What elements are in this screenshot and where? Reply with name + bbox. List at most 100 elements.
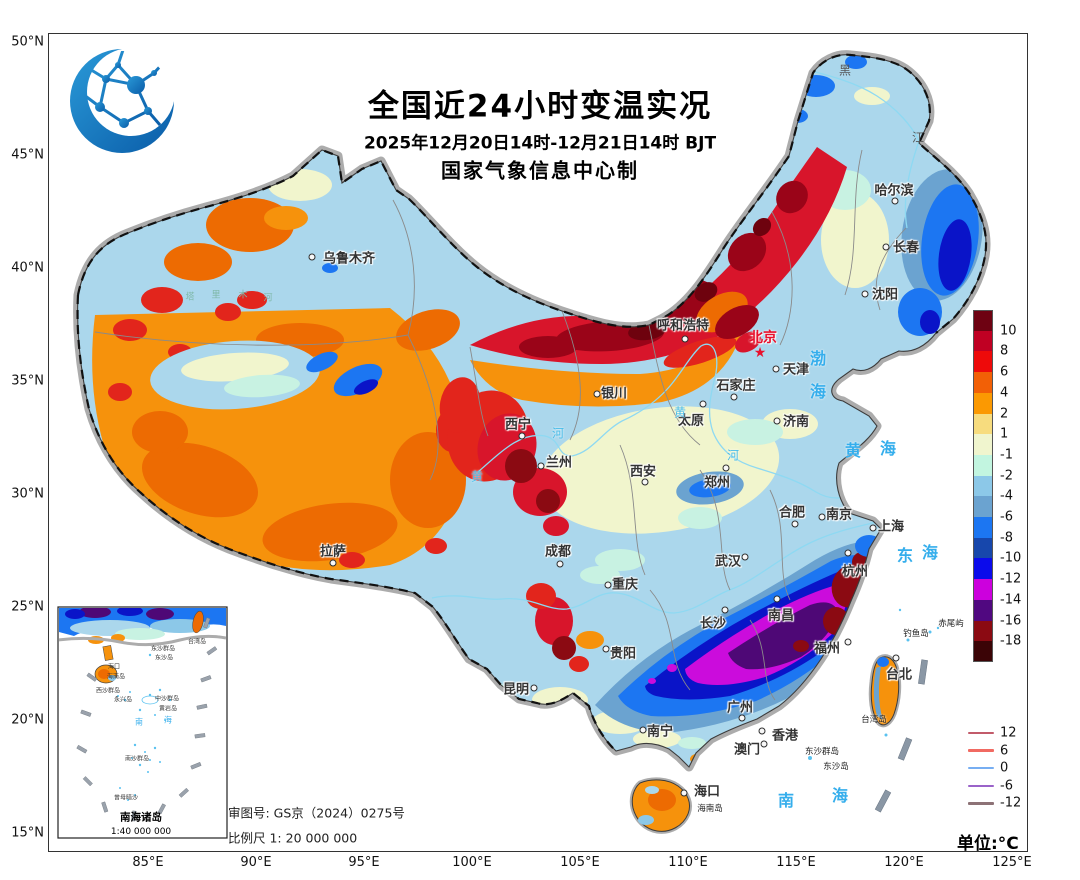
- lon-tick-label: 110°E: [668, 855, 708, 870]
- lat-tick-label: 40°N: [11, 260, 44, 276]
- sea-label: 东: [896, 546, 914, 565]
- city-label: 天津: [782, 362, 810, 378]
- lon-tick-label: 95°E: [348, 855, 380, 870]
- city-dot: [760, 740, 768, 748]
- colorbar-segment: [973, 454, 993, 477]
- colorbar-segment: [973, 475, 993, 497]
- city-label: 成都: [544, 544, 572, 560]
- inset-place-label: 东沙群岛: [150, 645, 176, 653]
- river-label: 黄: [470, 469, 484, 484]
- island-label: 钓鱼岛: [903, 629, 929, 639]
- offshore-islets: [808, 608, 940, 760]
- colorbar-segment: [973, 434, 993, 456]
- city-dot: [818, 513, 826, 521]
- title-credit: 国家气象信息中心制: [441, 158, 639, 183]
- sea-label: 南: [777, 791, 795, 810]
- isoline-label: 12: [1000, 725, 1017, 741]
- colorbar-segment: [973, 372, 993, 394]
- city-dot: [791, 520, 799, 528]
- colorbar-tick-label: -12: [1000, 571, 1022, 587]
- inset-sea-label: 南: [135, 717, 143, 727]
- inset-place-label: 黄岩岛: [158, 705, 178, 713]
- city-label: 南京: [825, 507, 853, 523]
- city-dot: [699, 400, 707, 408]
- rivers: [431, 67, 920, 614]
- inset-place-label: 中沙群岛: [154, 695, 180, 703]
- inset-title: 南海诸岛: [120, 811, 162, 824]
- city-label: 拉萨: [319, 544, 347, 560]
- city-label: 西宁: [504, 417, 532, 433]
- nine-dash-line: [76, 617, 218, 822]
- sea-label: 海: [921, 543, 939, 562]
- colorbar-tick-label: 2: [1000, 406, 1009, 421]
- colorbar-tick-label: -1: [1000, 447, 1013, 463]
- inset-sea-label: 海: [164, 715, 172, 725]
- colorbar-tick-label: -10: [1000, 550, 1022, 566]
- lat-tick-label: 45°N: [11, 147, 44, 163]
- city-label: 武汉: [714, 554, 742, 570]
- city-label: 杭州: [841, 564, 869, 580]
- colorbar-tick-label: -6: [1000, 509, 1013, 525]
- province-borders: [94, 149, 907, 701]
- inset-place-label: 南沙群岛: [124, 755, 150, 763]
- inset-place-label: 海口: [107, 663, 121, 671]
- city-label: 长沙: [699, 616, 727, 632]
- colorbar-tick-label: 8: [1000, 343, 1009, 359]
- colorbar-tick-label: -2: [1000, 468, 1013, 484]
- isoline-label: -12: [1000, 795, 1022, 811]
- city-dot: [537, 462, 545, 470]
- city-dot: [308, 253, 316, 261]
- colorbar-segment: [973, 496, 993, 518]
- city-dot: [882, 243, 890, 251]
- map-frame: [48, 33, 1028, 852]
- city-label: 乌鲁木齐: [322, 251, 376, 267]
- isoline-label: 6: [1000, 743, 1009, 759]
- colorbar-tick-label: -4: [1000, 488, 1013, 504]
- colorbar-segment: [973, 310, 993, 332]
- city-label: 兰州: [545, 455, 573, 471]
- colorbar-segment: [973, 558, 993, 580]
- colorbar-tick-label: 6: [1000, 364, 1009, 380]
- city-label: 石家庄: [716, 378, 756, 394]
- city-dot: [721, 606, 729, 614]
- city-label: 昆明: [502, 682, 530, 698]
- lat-tick-label: 35°N: [11, 373, 44, 389]
- city-label: 南宁: [646, 724, 674, 740]
- city-dot: [329, 559, 337, 567]
- city-label: 台北: [885, 667, 913, 683]
- colorbar-frame: [973, 310, 993, 662]
- city-dot: [604, 581, 612, 589]
- city-dot: [593, 390, 601, 398]
- colorbar-segment: [973, 579, 993, 601]
- city-dot: [773, 595, 781, 603]
- city-label: 哈尔滨: [874, 183, 914, 199]
- isoline-swatch: [968, 802, 994, 805]
- city-label: 济南: [782, 414, 810, 430]
- title-period: 2025年12月20日14时-12月21日14时 BJT: [363, 133, 717, 154]
- river-dark-label: 黑: [838, 63, 852, 78]
- colorbar-tick-label: -8: [1000, 530, 1013, 546]
- city-label: 合肥: [778, 505, 806, 521]
- colorbar-tick-label: -14: [1000, 592, 1022, 608]
- city-label: 南昌: [767, 608, 795, 624]
- river-label: 河: [726, 448, 740, 463]
- colorbar-segment: [973, 620, 993, 642]
- city-label: 太原: [677, 413, 705, 429]
- lat-tick-label: 30°N: [11, 486, 44, 502]
- city-dot: [681, 335, 689, 343]
- city-dot: [722, 464, 730, 472]
- colorbar-segment: [973, 517, 993, 539]
- lat-tick-label: 15°N: [11, 825, 44, 841]
- sea-label: 海: [809, 382, 827, 401]
- island-label: 台湾岛: [861, 715, 887, 725]
- city-dot: [861, 290, 869, 298]
- isoline-swatch: [968, 731, 994, 735]
- city-label: 沈阳: [871, 287, 899, 303]
- lon-tick-label: 100°E: [452, 855, 492, 870]
- inset-place-label: 海南岛: [106, 673, 126, 681]
- city-dot: [556, 560, 564, 568]
- city-dot: [741, 553, 749, 561]
- inset-map: [57, 606, 228, 839]
- inset-scale: 1:40 000 000: [110, 827, 172, 837]
- city-label: 呼和浩特: [656, 318, 710, 334]
